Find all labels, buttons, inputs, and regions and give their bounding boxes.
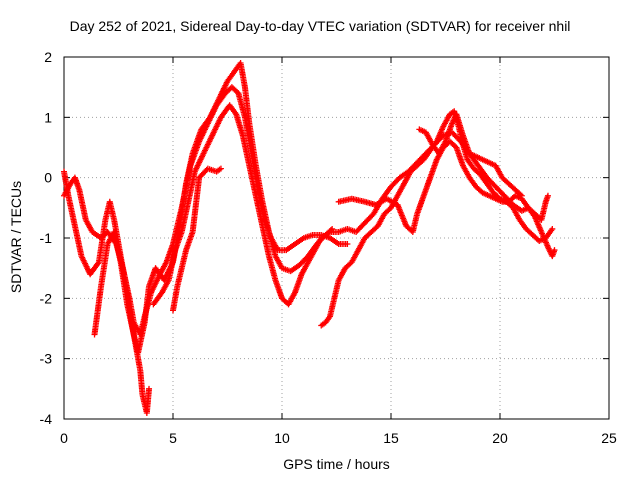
data-point-marker xyxy=(544,192,551,199)
x-tick-label: 25 xyxy=(601,430,617,446)
data-series-1 xyxy=(61,168,153,416)
chart-title: Day 252 of 2021, Sidereal Day-to-day VTE… xyxy=(69,18,571,34)
x-axis-label: GPS time / hours xyxy=(283,456,390,472)
data-point-marker xyxy=(94,260,101,267)
x-tick-label: 15 xyxy=(383,430,399,446)
data-point-marker xyxy=(217,165,224,172)
data-point-marker xyxy=(551,247,558,254)
x-tick-label: 5 xyxy=(169,430,177,446)
x-tick-label: 0 xyxy=(60,430,68,446)
y-axis-label: SDTVAR / TECUs xyxy=(8,180,24,294)
data-series-6 xyxy=(335,138,551,235)
data-point-marker xyxy=(517,191,524,198)
data-series-4 xyxy=(150,102,558,308)
y-tick-label: -3 xyxy=(40,351,53,367)
data-point-marker xyxy=(146,385,153,392)
y-tick-label: -2 xyxy=(40,290,53,306)
data-point-marker xyxy=(518,192,525,199)
grid-lines xyxy=(64,57,609,419)
data-series-5 xyxy=(318,108,556,329)
y-tick-label: 2 xyxy=(44,49,52,65)
data-series-7 xyxy=(416,111,525,199)
x-tick-label: 20 xyxy=(492,430,508,446)
data-series-3 xyxy=(91,60,336,356)
x-tick-label: 10 xyxy=(274,430,290,446)
data-point-marker xyxy=(549,225,556,232)
y-tick-label: 1 xyxy=(44,109,52,125)
axis-ticks: 0 5 10 15 20 25 -4 -3 -2 -1 0 1 2 xyxy=(40,49,617,446)
y-tick-label: -4 xyxy=(40,411,53,427)
y-tick-label: 0 xyxy=(44,170,52,186)
data-point-marker xyxy=(344,241,351,248)
data-series-8 xyxy=(170,165,224,314)
y-tick-label: -1 xyxy=(40,230,53,246)
data-series xyxy=(61,60,558,416)
